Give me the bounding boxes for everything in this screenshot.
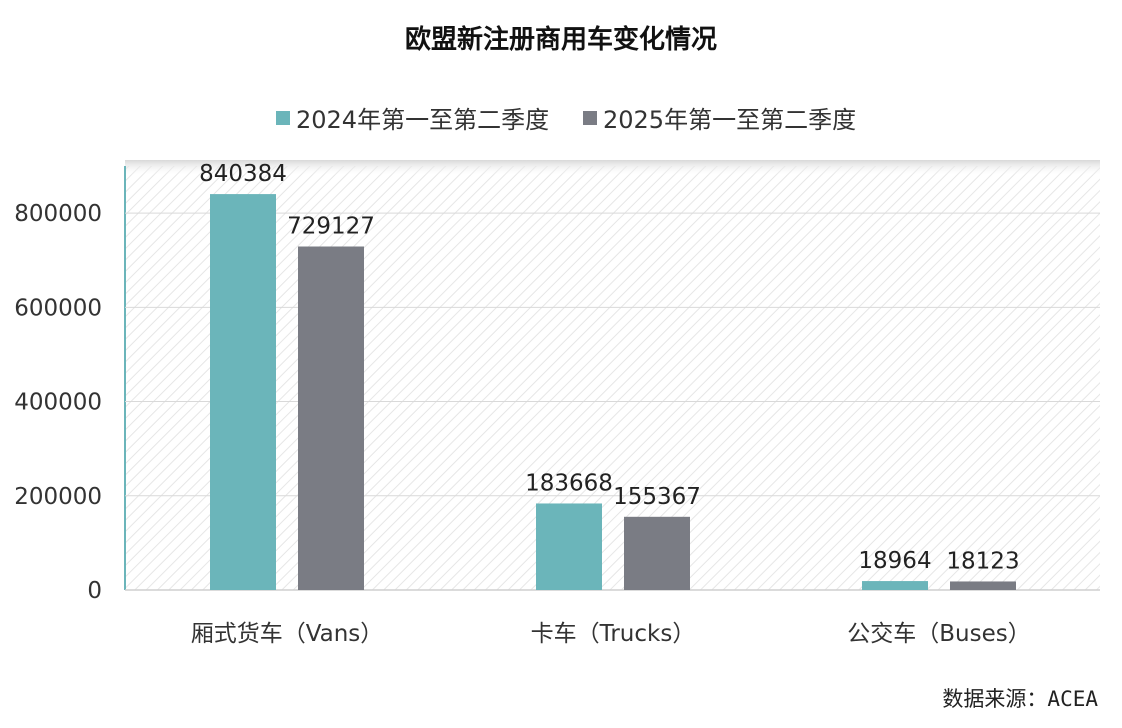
y-tick-label: 400000: [14, 390, 102, 416]
y-tick-label: 200000: [14, 484, 102, 510]
plot-top-shade: [125, 160, 1100, 176]
y-tick-label: 0: [87, 578, 102, 604]
legend-label-2025: 2025年第一至第二季度: [603, 106, 856, 134]
legend-swatch-2025: [583, 111, 597, 125]
plot-area: [125, 166, 1100, 590]
source-note: 数据来源：ACEA: [942, 687, 1098, 711]
data-label: 840384: [199, 161, 287, 187]
bar-2025-2: [950, 581, 1016, 590]
category-labels: 厢式货车（Vans） 卡车（Trucks） 公交车（Buses）: [191, 621, 1031, 647]
bar-2024-0: [210, 194, 276, 590]
bars: [210, 194, 1016, 590]
data-label: 18123: [946, 548, 1019, 574]
x-category-label: 卡车（Trucks）: [531, 621, 696, 647]
legend-swatch-2024: [276, 111, 290, 125]
bar-2025-0: [298, 246, 364, 590]
legend: 2024年第一至第二季度 2025年第一至第二季度: [276, 106, 856, 134]
data-label: 183668: [525, 470, 613, 496]
data-label: 18964: [858, 548, 931, 574]
x-category-label: 厢式货车（Vans）: [191, 621, 384, 647]
y-tick-labels: 0 200000 400000 600000 800000: [14, 201, 102, 604]
chart-title: 欧盟新注册商用车变化情况: [405, 24, 717, 55]
legend-label-2024: 2024年第一至第二季度: [296, 106, 549, 134]
data-label: 155367: [613, 484, 701, 510]
y-tick-label: 800000: [14, 201, 102, 227]
bar-2025-1: [624, 516, 690, 590]
x-category-label: 公交车（Buses）: [847, 621, 1030, 647]
y-tick-label: 600000: [14, 295, 102, 321]
bar-2024-2: [862, 581, 928, 590]
data-label: 729127: [287, 214, 375, 240]
bar-2024-1: [536, 503, 602, 590]
gridlines: [125, 212, 1100, 497]
